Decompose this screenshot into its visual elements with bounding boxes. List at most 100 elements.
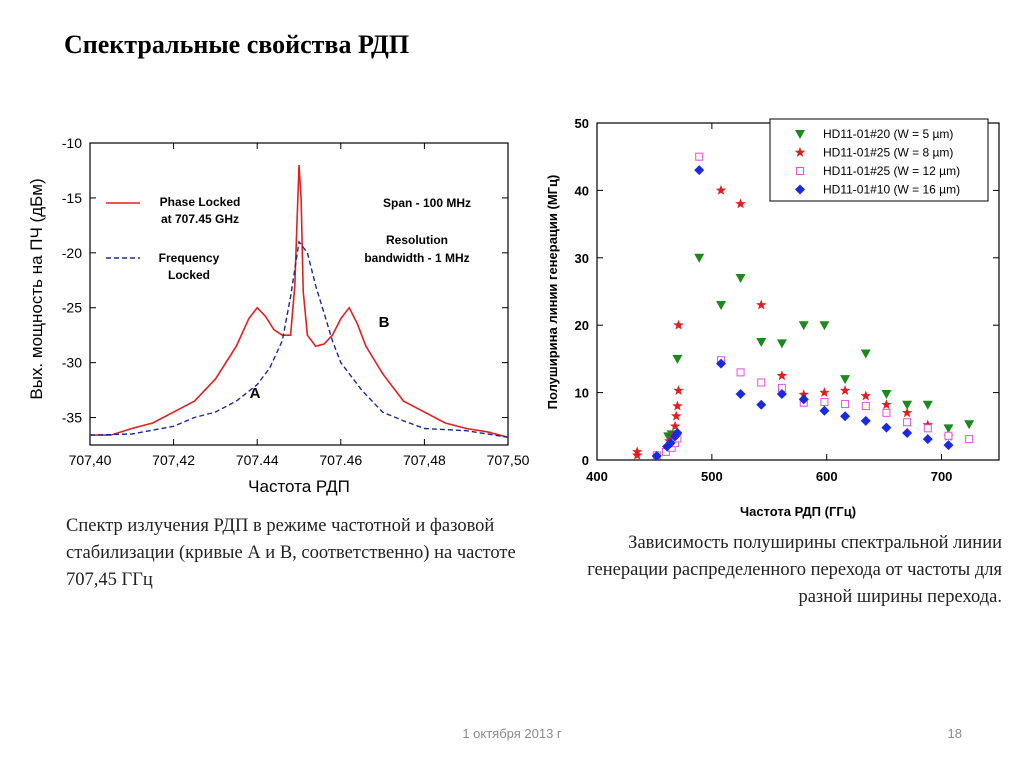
data-point-triangle-down: [881, 389, 892, 399]
data-point-diamond: [922, 434, 933, 445]
data-point-square-open: [861, 402, 870, 411]
x-tick-label: 500: [701, 469, 723, 484]
data-point-diamond: [798, 394, 809, 405]
data-point-triangle-down: [776, 339, 787, 349]
y-tick-label: -35: [62, 410, 82, 426]
plot-frame: [89, 142, 509, 446]
data-point-triangle-down: [840, 375, 851, 385]
data-point-star: [881, 399, 892, 410]
caption-linewidth: Зависимость полуширины спектральной лини…: [587, 533, 1002, 607]
data-point-square-open: [903, 418, 912, 427]
legend-label: HD11-01#25 (W = 12 µm): [823, 164, 960, 178]
legend-label: HD11-01#20 (W = 5 µm): [823, 127, 953, 141]
data-point-star: [756, 299, 767, 310]
y-axis-label: Вых. мощность на ПЧ (дБм): [27, 178, 46, 399]
data-point-diamond: [716, 358, 727, 369]
slide-title: Спектральные свойства РДП: [64, 30, 410, 59]
data-point-triangle-down: [716, 300, 727, 310]
x-tick-label: 700: [931, 469, 953, 484]
annotation-span: Span - 100 MHz: [383, 196, 471, 210]
annotation-curve-b: B: [379, 314, 390, 331]
data-point-star: [901, 407, 913, 418]
spectrum-chart: 707,40 707,42 707.44 707.46 707,48 707,50 -10 -…: [27, 135, 530, 496]
y-tick-label: 40: [575, 183, 589, 198]
data-point-diamond: [694, 165, 705, 176]
x-tick-label: 600: [816, 469, 838, 484]
data-point-star: [673, 385, 684, 395]
data-point-star: [735, 198, 746, 209]
data-point-star: [798, 389, 809, 400]
x-tick-label: 707.44: [236, 452, 279, 468]
data-point-square-open: [757, 378, 766, 387]
data-point-star: [715, 184, 727, 195]
legend-label-frequency-locked-line2: Locked: [168, 268, 210, 282]
data-point-square-open: [820, 398, 829, 407]
data-point-square-open: [944, 431, 953, 440]
y-tick-label: 50: [575, 116, 589, 131]
data-point-triangle-down: [672, 354, 683, 364]
data-point-star: [860, 390, 871, 401]
data-point-star: [632, 449, 643, 460]
data-point-star: [819, 387, 830, 397]
legend-label-phase-locked-line2: at 707.45 GHz: [161, 212, 239, 226]
y-tick-label: -30: [62, 355, 82, 371]
x-axis-label: Частота РДП (ГГц): [740, 504, 856, 519]
data-point-star: [839, 385, 851, 395]
data-point-triangle-down: [943, 424, 954, 434]
legend-box: [769, 118, 989, 202]
annotation-curve-a: A: [250, 385, 261, 402]
y-tick-label: 10: [575, 386, 589, 401]
data-point-triangle-down: [902, 400, 913, 410]
legend-label-phase-locked-line1: Phase Locked: [160, 195, 241, 209]
y-tick-label: -20: [62, 245, 82, 261]
x-tick-label: 400: [586, 469, 608, 484]
series-line-frequency-locked: [89, 240, 509, 438]
data-point-diamond: [651, 450, 662, 461]
series-line-phase-locked: [90, 164, 509, 439]
data-point-square-open: [882, 408, 891, 417]
page-number: 18: [947, 726, 962, 741]
data-point-diamond: [840, 411, 851, 422]
x-tick-label: 707,40: [69, 452, 112, 468]
data-point-triangle-down: [964, 420, 975, 430]
y-tick-label: -10: [62, 135, 82, 151]
data-point-diamond: [672, 428, 683, 439]
data-point-square-open: [965, 435, 974, 444]
data-point-triangle-down: [922, 400, 933, 410]
y-tick-label: 0: [582, 453, 589, 468]
y-tick-label: -15: [62, 190, 82, 206]
x-tick-label: 707,50: [487, 452, 530, 468]
data-point-star: [673, 319, 684, 330]
y-tick-label: -25: [62, 300, 82, 316]
data-point-square-open: [736, 368, 745, 377]
annotation-resolution-line2: bandwidth - 1 MHz: [364, 251, 469, 265]
data-point-square-open: [923, 424, 932, 433]
data-point-diamond: [735, 388, 746, 399]
data-point-diamond: [881, 422, 892, 433]
x-tick-label: 707.46: [319, 452, 362, 468]
data-point-diamond: [902, 428, 913, 439]
data-point-triangle-down: [860, 349, 871, 359]
series-group-0: [663, 253, 975, 442]
data-point-diamond: [756, 399, 767, 410]
legend-marker-star: [794, 147, 806, 157]
y-tick-label: 20: [575, 318, 589, 333]
legend-marker-triangle-down: [795, 130, 805, 139]
x-tick-label: 707,42: [152, 452, 195, 468]
data-point-star: [669, 420, 681, 431]
x-axis-label: Частота РДП: [248, 477, 350, 496]
legend-label: HD11-01#25 (W = 8 µm): [823, 146, 953, 160]
data-point-triangle-down: [798, 321, 809, 331]
x-tick-label: 707,48: [403, 452, 446, 468]
data-point-square-open: [695, 152, 704, 161]
legend-marker-square-open: [796, 167, 804, 175]
data-point-star: [776, 370, 788, 381]
legend-marker-diamond: [795, 184, 805, 195]
footer-date: 1 октября 2013 г: [462, 726, 562, 741]
data-point-triangle-down: [819, 321, 830, 331]
data-point-diamond: [943, 440, 954, 451]
data-point-diamond: [776, 388, 787, 399]
y-axis-label: Полуширина линии генерации (МГц): [545, 175, 560, 410]
annotation-resolution-line1: Resolution: [386, 233, 448, 247]
data-point-square-open: [841, 400, 850, 409]
